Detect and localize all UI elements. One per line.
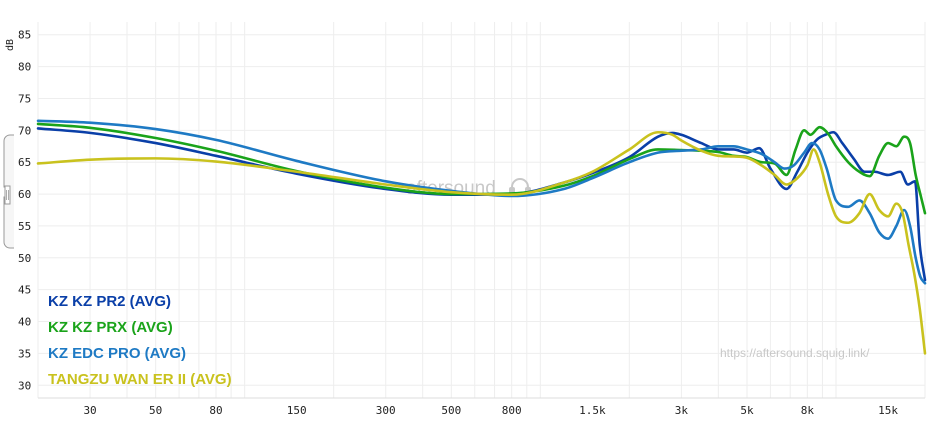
- y-tick-label: 55: [18, 220, 31, 233]
- x-tick-label: 1.5k: [579, 404, 606, 417]
- legend-entry-3[interactable]: KZ EDC PRO (AVG): [48, 345, 186, 362]
- legend: KZ KZ PR2 (AVG) KZ KZ PRX (AVG) KZ EDC PRO…: [48, 293, 232, 388]
- y-tick-label: 85: [18, 29, 31, 42]
- volume-slider-handle[interactable]: [3, 134, 14, 249]
- y-tick-label: 50: [18, 252, 31, 265]
- x-tick-label: 150: [287, 404, 307, 417]
- y-tick-label: 70: [18, 124, 31, 137]
- legend-entry-4[interactable]: TANGZU WAN ER II (AVG): [48, 371, 232, 388]
- y-tick-label: 45: [18, 284, 31, 297]
- grid: [37, 22, 926, 399]
- x-tick-label: 15k: [878, 404, 898, 417]
- x-tick-label: 8k: [801, 404, 815, 417]
- x-tick-label: 3k: [675, 404, 689, 417]
- x-tick-label: 300: [376, 404, 396, 417]
- y-axis: dB 30 35 40 45 50 55 60 65 70 75 80 85: [5, 29, 31, 393]
- y-tick-label: 65: [18, 156, 31, 169]
- x-tick-label: 800: [502, 404, 522, 417]
- x-tick-label: 30: [83, 404, 96, 417]
- legend-entry-1[interactable]: KZ KZ PR2 (AVG): [48, 293, 171, 310]
- series-line-3: [36, 119, 927, 285]
- x-tick-label: 500: [441, 404, 461, 417]
- x-tick-label: 50: [149, 404, 162, 417]
- x-tick-label: 5k: [740, 404, 754, 417]
- legend-entry-2[interactable]: KZ KZ PRX (AVG): [48, 319, 173, 336]
- series-line-4: [36, 130, 927, 355]
- x-axis: 30 50 80 150 300 500 800 1.5k 3k 5k 8k 15k: [83, 404, 898, 417]
- source-url: https://aftersound.squig.link/: [720, 346, 870, 360]
- y-tick-label: 35: [18, 347, 31, 360]
- series-line-2: [36, 122, 927, 215]
- y-axis-label: dB: [5, 39, 16, 51]
- x-tick-label: 80: [209, 404, 222, 417]
- y-tick-label: 80: [18, 61, 31, 74]
- y-tick-label: 60: [18, 188, 31, 201]
- y-tick-label: 30: [18, 379, 31, 392]
- series: [36, 119, 927, 355]
- y-tick-label: 40: [18, 316, 31, 329]
- y-tick-label: 75: [18, 92, 31, 105]
